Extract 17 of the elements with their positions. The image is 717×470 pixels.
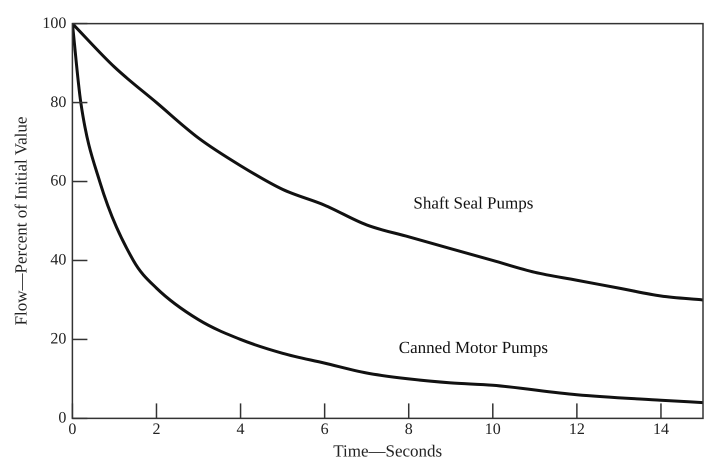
series-label: Shaft Seal Pumps — [413, 194, 534, 213]
y-tick-label: 20 — [50, 330, 66, 348]
y-tick-label: 80 — [50, 94, 66, 111]
series-label: Canned Motor Pumps — [398, 338, 548, 357]
y-tick-label: 0 — [58, 410, 66, 427]
x-tick-label: 4 — [236, 421, 245, 438]
x-axis-title: Time—Seconds — [333, 441, 442, 460]
x-tick-label: 14 — [652, 421, 669, 438]
x-tick-label: 6 — [320, 421, 329, 438]
x-tick-label: 2 — [152, 421, 160, 438]
y-tick-label: 60 — [50, 172, 66, 190]
x-tick-label: 12 — [568, 421, 585, 438]
x-tick-label: 8 — [404, 421, 413, 438]
x-tick-label: 10 — [484, 421, 501, 438]
y-tick-label: 40 — [50, 252, 66, 269]
y-tick-label: 100 — [42, 14, 66, 32]
y-axis-title: Flow—Percent of Initial Value — [12, 116, 31, 326]
